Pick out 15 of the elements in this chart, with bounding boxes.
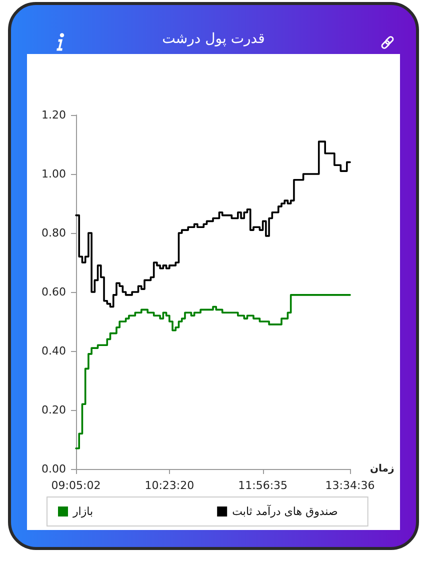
x-tick-label: 11:56:35 [238,479,288,492]
x-tick-label: 10:23:20 [144,479,194,492]
y-tick-label: 0.20 [42,404,66,416]
chart-title: قدرت پول درشت [161,30,266,49]
legend-label: صندوق های درآمد ثابت [232,504,338,518]
legend-label: بازار [72,505,94,518]
x-tick-label: 09:05:02 [51,479,101,492]
y-tick-label: 0.80 [42,226,66,240]
y-tick-label: 0.40 [42,344,66,358]
x-axis-title: زمان [370,464,394,474]
y-tick-label: 0.00 [42,462,66,476]
y-tick-label: 0.60 [42,286,66,298]
x-tick-label: 13:34:36 [325,479,375,492]
y-tick-label: 1.20 [42,108,66,122]
y-tick-label: 1.00 [42,168,66,180]
